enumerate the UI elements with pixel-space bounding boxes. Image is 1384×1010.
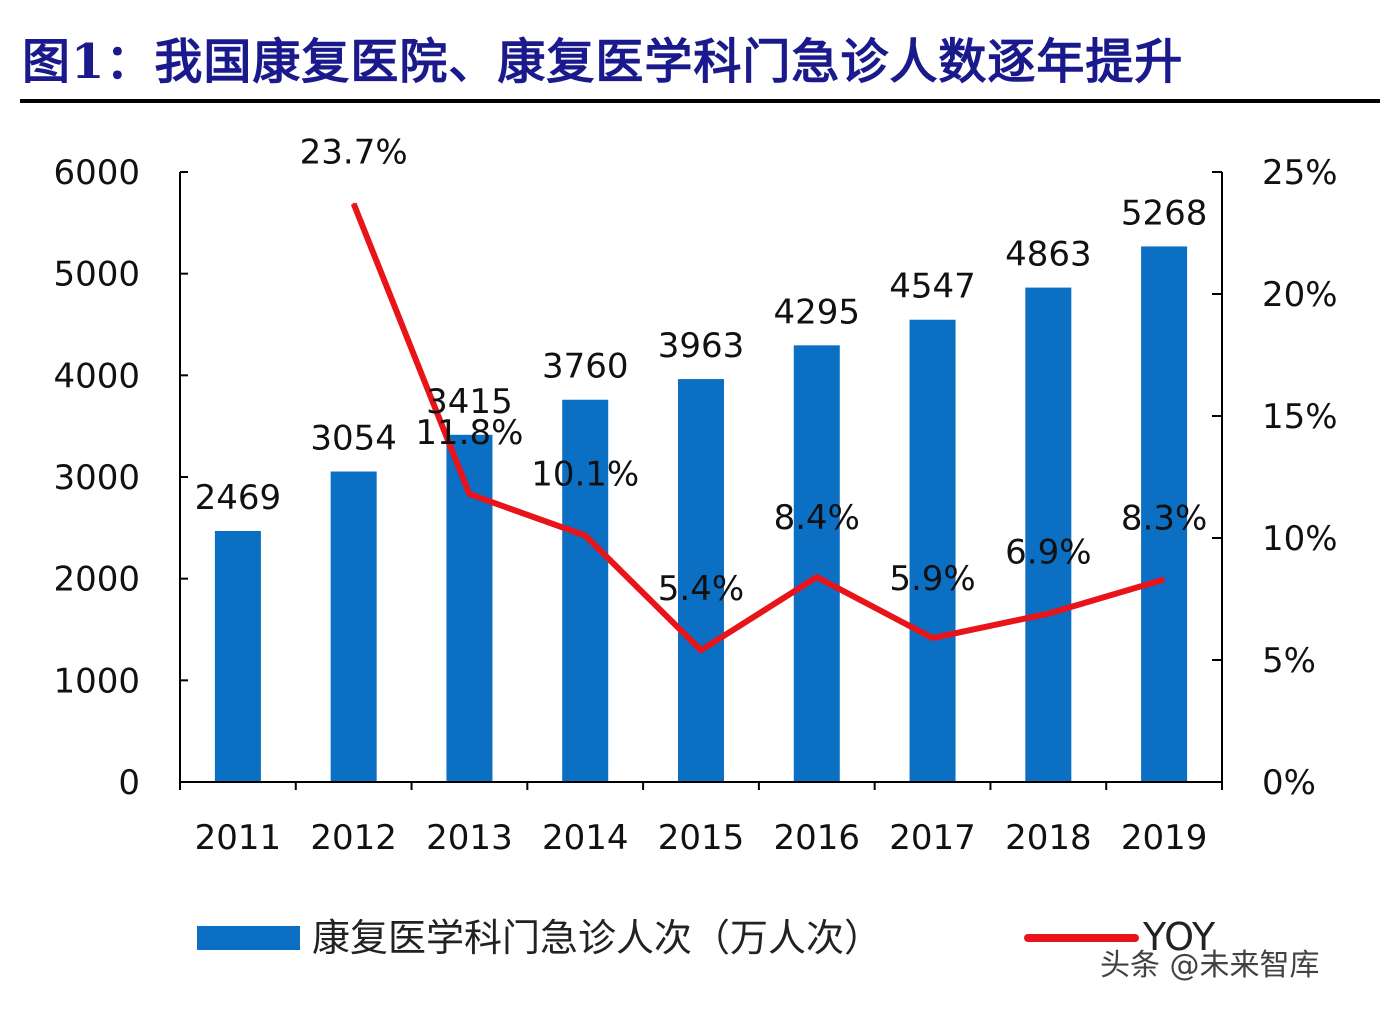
title-rule xyxy=(20,99,1380,103)
yoy-value-label: 10.1% xyxy=(531,455,639,495)
yoy-value-label: 5.9% xyxy=(889,559,975,599)
bar-value-label: 2469 xyxy=(195,478,282,518)
y-left-tick-label: 3000 xyxy=(53,458,140,498)
bar-value-label: 5268 xyxy=(1121,193,1208,233)
y-right-tick-label: 10% xyxy=(1262,519,1338,559)
yoy-point-2017 xyxy=(931,637,934,640)
yoy-value-label: 5.4% xyxy=(658,569,744,609)
yoy-point-2016 xyxy=(815,576,818,579)
bar-2018 xyxy=(1025,287,1072,782)
y-left-tick-label: 1000 xyxy=(53,661,140,701)
bar-2012 xyxy=(330,471,377,782)
yoy-point-2019 xyxy=(1163,578,1166,581)
bar-2011 xyxy=(214,530,261,782)
bar-value-label: 4295 xyxy=(774,292,861,332)
y-right-tick-label: 0% xyxy=(1262,763,1316,803)
bar-value-label: 3415 xyxy=(426,382,513,422)
bar-value-label: 3760 xyxy=(542,347,629,387)
y-right-tick-label: 5% xyxy=(1262,641,1316,681)
x-tick-label: 2015 xyxy=(658,818,745,858)
x-tick-label: 2017 xyxy=(889,818,976,858)
bar-2016 xyxy=(793,345,840,782)
x-tick-label: 2016 xyxy=(774,818,861,858)
yoy-line xyxy=(350,202,1165,654)
watermark: 头条 @未来智库 xyxy=(1100,948,1320,983)
bar-value-label: 3054 xyxy=(310,419,397,459)
y-left-tick-label: 5000 xyxy=(53,255,140,295)
y-right-tick-label: 15% xyxy=(1262,397,1338,437)
legend-line-label: YOY xyxy=(1142,915,1216,959)
bar-2014 xyxy=(562,399,609,782)
y-right-tick-label: 25% xyxy=(1262,153,1338,193)
bar-value-label: 4863 xyxy=(1005,235,1092,275)
legend-bar-swatch xyxy=(197,926,300,950)
y-left-tick-label: 4000 xyxy=(53,356,140,396)
x-tick-label: 2019 xyxy=(1121,818,1208,858)
y-left-tick-label: 2000 xyxy=(53,560,140,600)
yoy-value-label: 6.9% xyxy=(1005,533,1091,573)
x-tick-label: 2012 xyxy=(310,818,397,858)
legend-bar-label: 康复医学科门急诊人次（万人次） xyxy=(312,916,882,960)
yoy-point-2014 xyxy=(584,534,587,537)
x-tick-label: 2018 xyxy=(1005,818,1092,858)
yoy-value-label: 8.3% xyxy=(1121,498,1207,538)
chart-title: 图1：我国康复医院、康复医学科门急诊人数逐年提升 xyxy=(22,34,1184,90)
x-tick-label: 2013 xyxy=(426,818,513,858)
yoy-value-label: 11.8% xyxy=(415,413,523,453)
bar-value-label: 3963 xyxy=(658,326,745,366)
y-left-tick-label: 6000 xyxy=(53,153,140,193)
bar-2019 xyxy=(1141,246,1188,783)
yoy-point-2013 xyxy=(468,493,471,496)
y-left-tick-label: 0 xyxy=(118,763,140,803)
yoy-value-label: 23.7% xyxy=(300,133,408,173)
x-tick-label: 2011 xyxy=(195,818,282,858)
bar-2017 xyxy=(909,319,956,782)
y-right-tick-label: 20% xyxy=(1262,275,1338,315)
bar-value-label: 4547 xyxy=(889,267,976,307)
bar-2015 xyxy=(678,379,724,782)
yoy-point-2015 xyxy=(700,649,702,652)
yoy-point-2018 xyxy=(1047,612,1050,615)
yoy-point-2012 xyxy=(352,202,355,205)
yoy-value-label: 8.4% xyxy=(774,498,860,538)
x-tick-label: 2014 xyxy=(542,818,629,858)
